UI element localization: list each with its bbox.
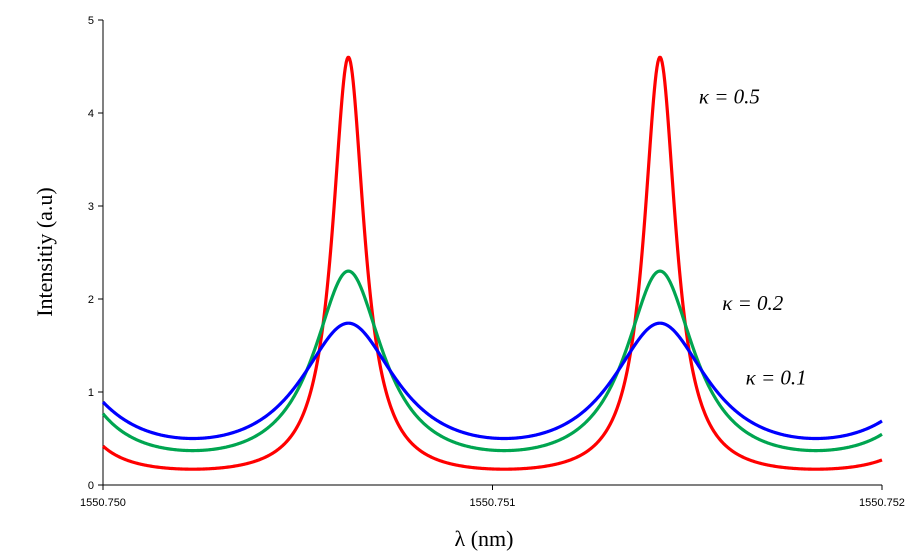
series-group: [101, 55, 883, 471]
x-tick-label: 1550.752: [859, 497, 905, 509]
ticks: 0 1 2 3 4 5 1550.750 1550.751 1550.752: [80, 15, 905, 509]
y-tick-label: 3: [88, 201, 94, 213]
x-tick-label: 1550.750: [80, 497, 126, 509]
annotations: κ = 0.5 κ = 0.2 κ = 0.1: [699, 85, 807, 390]
annotation-kappa-0-1: κ = 0.1: [746, 366, 807, 390]
series-line-2: [101, 321, 883, 441]
y-tick-label: 4: [88, 108, 94, 120]
y-tick-label: 1: [88, 387, 94, 399]
annotation-kappa-0-2: κ = 0.2: [722, 291, 784, 315]
axes: [102, 20, 882, 486]
annotation-kappa-0-5: κ = 0.5: [699, 85, 760, 109]
y-tick-label: 5: [88, 15, 94, 27]
x-tick-label: 1550.751: [470, 497, 516, 509]
y-tick-label: 2: [88, 294, 94, 306]
series-line-1: [101, 269, 883, 453]
x-axis-label: λ (nm): [455, 526, 514, 551]
series-line-0: [101, 55, 883, 471]
y-tick-label: 0: [88, 480, 94, 492]
y-axis-label: Intensitiy (a.u): [32, 187, 57, 317]
